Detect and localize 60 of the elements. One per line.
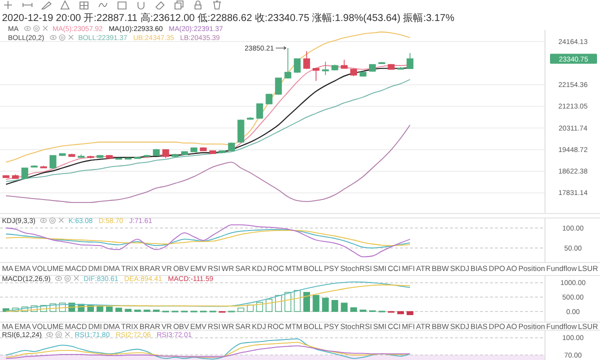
- line-series: [6, 124, 410, 203]
- candlestick: [218, 150, 226, 154]
- candlestick: [388, 64, 395, 70]
- bar: [115, 308, 122, 312]
- candlestick: [340, 59, 348, 70]
- candlestick: [303, 50, 310, 70]
- candlestick: [331, 64, 338, 71]
- bar: [406, 311, 414, 316]
- candlestick: [106, 154, 113, 160]
- line-series: [6, 345, 410, 359]
- candlestick: [266, 93, 272, 105]
- candlestick: [256, 103, 264, 120]
- candlestick: [96, 154, 104, 159]
- bar: [303, 292, 310, 312]
- candlestick: [406, 52, 414, 69]
- bar: [322, 298, 329, 312]
- bar: [124, 308, 132, 312]
- bar: [331, 300, 338, 312]
- bar: [96, 306, 104, 312]
- candlestick: [397, 66, 404, 70]
- candlestick: [162, 148, 170, 159]
- candlestick: [275, 77, 282, 96]
- bar: [397, 311, 404, 314]
- candlestick: [378, 62, 386, 64]
- candlestick: [50, 154, 56, 170]
- line-series: [6, 32, 410, 163]
- candlestick: [350, 68, 358, 76]
- candlestick: [87, 155, 94, 159]
- bar: [238, 308, 244, 312]
- candlestick: [228, 142, 235, 152]
- candlestick: [360, 70, 366, 78]
- bar: [340, 302, 348, 312]
- bar: [350, 307, 357, 312]
- candlestick: [144, 154, 150, 157]
- bar: [106, 306, 113, 312]
- candlestick: [172, 153, 179, 158]
- chart-title: 2020-12-19 20:00 开:22887.11 高:23612.00 低:22886.62 收:23340.75 涨幅:1.98%(453.64) 振幅:3.17%: [2, 12, 454, 24]
- bar: [246, 304, 254, 312]
- candlestick: [30, 164, 38, 168]
- candlestick: [124, 156, 132, 160]
- candlestick: [237, 119, 244, 144]
- bar: [266, 298, 272, 312]
- line-series: [6, 338, 410, 360]
- candlestick: [12, 174, 19, 180]
- candlestick: [58, 153, 66, 156]
- candlestick: [21, 167, 28, 180]
- bar: [312, 295, 320, 312]
- candlestick: [68, 153, 76, 158]
- candlestick: [294, 58, 301, 74]
- candlestick: [181, 151, 188, 156]
- bar: [294, 290, 301, 312]
- candlestick: [369, 64, 376, 72]
- candlestick: [134, 156, 141, 159]
- candlestick: [312, 67, 320, 82]
- candlestick: [284, 48, 292, 80]
- candlestick: [2, 174, 10, 178]
- candlestick: [322, 61, 329, 76]
- candlestick: [40, 165, 47, 168]
- line-series: [6, 224, 410, 258]
- candlestick: [190, 147, 198, 153]
